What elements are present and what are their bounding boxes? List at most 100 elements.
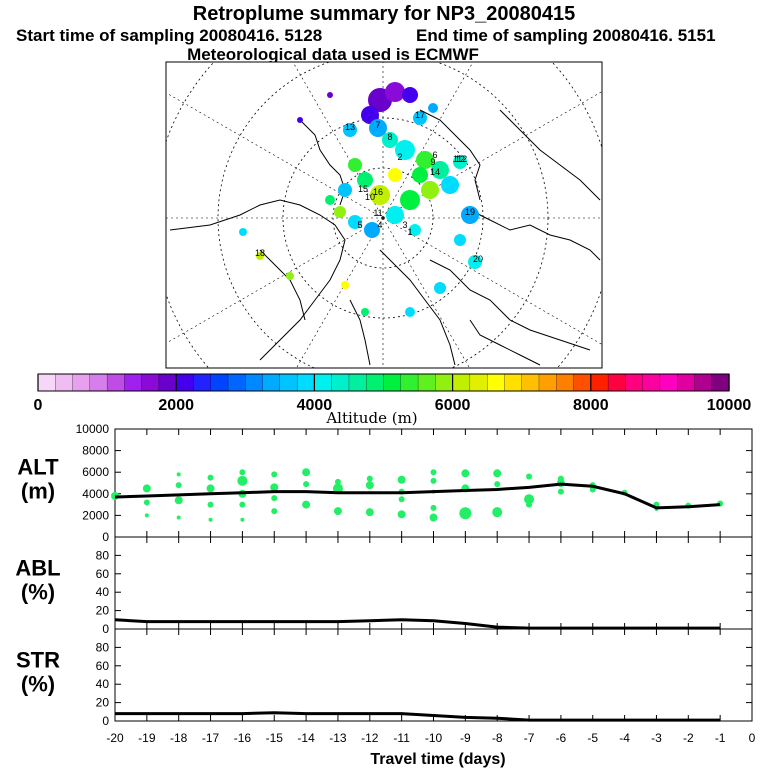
plume-point [405, 307, 415, 317]
map-day-label: 18 [255, 248, 265, 258]
colorbar-swatch [590, 373, 609, 392]
colorbar-swatch [245, 373, 264, 392]
alt-scatter-point [237, 475, 248, 486]
alt-scatter-point [430, 504, 437, 511]
colorbar-tick-label: 8000 [573, 397, 609, 414]
colorbar-swatch [677, 373, 696, 392]
alt-scatter-point [144, 513, 149, 518]
colorbar-swatch [556, 373, 575, 392]
alt-scatter-point [492, 507, 503, 518]
alt-scatter-point [430, 469, 437, 476]
alt-scatter-point [207, 501, 214, 508]
colorbar-swatch [279, 373, 298, 392]
map-day-label: 15 [358, 184, 368, 194]
y-tick-label: 20 [96, 696, 110, 710]
colorbar-swatch [711, 373, 730, 392]
altitude-colorbar [37, 373, 730, 392]
y-tick-label: 40 [96, 585, 110, 599]
x-tick-label: -11 [393, 731, 410, 745]
x-tick-label: -17 [202, 731, 220, 745]
colorbar-swatch [694, 373, 713, 392]
colorbar-swatch [366, 373, 385, 392]
alt-scatter-point [526, 501, 533, 508]
panel-frame [114, 536, 753, 630]
x-tick-label: -14 [297, 731, 315, 745]
plume-point [343, 123, 357, 137]
coastline [469, 319, 541, 366]
meridian-line [382, 217, 602, 345]
x-tick-label: -7 [524, 731, 535, 745]
alt-scatter-point [142, 484, 151, 493]
alt-scatter-point [271, 508, 278, 515]
y-tick-label: 80 [96, 640, 110, 654]
alt-scatter-point [302, 500, 311, 509]
colorbar-swatch [296, 373, 316, 392]
coastline [349, 299, 371, 366]
colorbar-swatch [348, 373, 367, 392]
plume-point [402, 87, 418, 103]
colorbar-label: Altitude (m) [325, 409, 417, 427]
y-tick-label: 20 [96, 604, 110, 618]
alt-scatter-point [333, 507, 342, 516]
plume-point [338, 183, 352, 197]
colorbar-swatch [573, 373, 592, 392]
map-coastlines [169, 109, 601, 366]
alt-scatter-point [366, 475, 373, 482]
colorbar-tick-label: 2000 [158, 397, 194, 414]
map-day-label: 2 [397, 152, 402, 162]
plume-point [416, 151, 434, 169]
alt-scatter-point [175, 482, 182, 489]
map-day-label: 3 [402, 220, 407, 230]
alt-scatter-point [494, 481, 501, 488]
plume-point [431, 161, 449, 179]
alt-scatter-point [302, 468, 311, 477]
x-tick-label: -2 [683, 731, 694, 745]
panel-frame [114, 628, 753, 722]
alt-scatter-point [271, 495, 278, 502]
end-time-label: End time of sampling 20080416. 5151 [416, 26, 716, 45]
colorbar-swatch [227, 373, 246, 392]
alt-scatter-point [176, 472, 181, 477]
colorbar-swatch [469, 373, 488, 392]
colorbar-swatch [314, 373, 333, 392]
plume-point [364, 222, 380, 238]
abl-series-line [114, 618, 721, 630]
coastline [169, 199, 346, 361]
map-day-label: 14 [430, 167, 440, 177]
plume-point [412, 167, 428, 183]
map-day-label: 5 [357, 220, 362, 230]
y-tick-label: 80 [96, 548, 110, 562]
colorbar-swatch [400, 373, 419, 392]
alt-scatter-point [240, 517, 245, 522]
x-tick-label: -15 [266, 731, 284, 745]
alt-scatter-point [176, 515, 181, 520]
x-tick-label: -12 [361, 731, 379, 745]
x-tick-label: -3 [651, 731, 662, 745]
x-tick-label: -1 [715, 731, 726, 745]
plume-point [286, 272, 294, 280]
str-series-line [115, 711, 721, 722]
colorbar-swatch [417, 373, 436, 392]
colorbar-swatch [452, 373, 471, 392]
alt-scatter-point [239, 469, 246, 476]
alt-series-line [114, 482, 721, 510]
alt-scatter-point [459, 507, 472, 520]
alt-scatter-point [398, 496, 405, 503]
alt-panel: 10000 8000 6000 4000 2000 0 ALT(m) [17, 422, 753, 544]
colorbar-tick-label: 10000 [707, 397, 752, 414]
plume-point [348, 158, 362, 172]
alt-scatter-point [270, 483, 279, 492]
colorbar-swatch [262, 373, 281, 392]
panel-label: ABL [15, 556, 60, 581]
plume-point [348, 215, 362, 229]
plume-point [421, 181, 439, 199]
coastline [499, 109, 601, 201]
colorbar-swatch [158, 373, 177, 392]
y-tick-label: 60 [96, 567, 110, 581]
colorbar-swatch [106, 373, 126, 392]
colorbar-swatch [331, 373, 350, 392]
plume-point [370, 185, 390, 205]
panel-unit-label: (%) [21, 580, 55, 605]
coastline [379, 249, 456, 366]
meridian-line [382, 91, 602, 219]
